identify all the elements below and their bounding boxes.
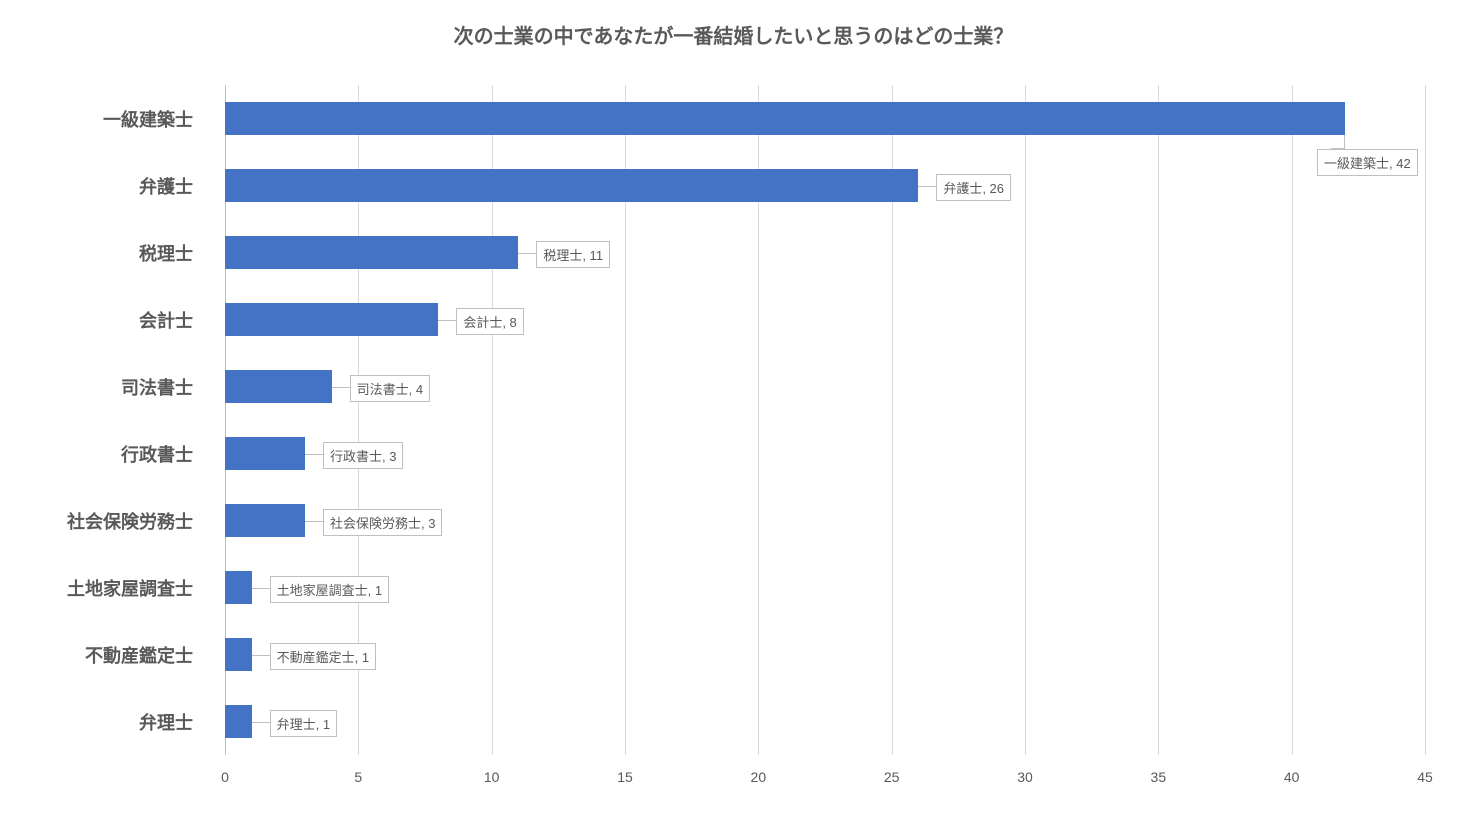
bar bbox=[225, 102, 1345, 136]
category-label: 一級建築士 bbox=[103, 106, 193, 132]
category-label: 行政書士 bbox=[121, 441, 193, 467]
category-label: 司法書士 bbox=[121, 374, 193, 400]
gridline bbox=[1025, 85, 1026, 755]
plot-area: 051015202530354045一級建築士一級建築士, 42弁護士弁護士, … bbox=[225, 85, 1425, 785]
data-label: 税理士, 11 bbox=[536, 241, 610, 268]
x-tick-label: 35 bbox=[1151, 769, 1167, 785]
x-tick-label: 25 bbox=[884, 769, 900, 785]
gridline bbox=[1292, 85, 1293, 755]
x-tick-label: 45 bbox=[1417, 769, 1433, 785]
bar bbox=[225, 236, 518, 270]
bar bbox=[225, 437, 305, 471]
gridline bbox=[1158, 85, 1159, 755]
category-label: 弁理士 bbox=[139, 709, 193, 735]
data-label: 不動産鑑定士, 1 bbox=[270, 643, 376, 670]
x-tick-label: 15 bbox=[617, 769, 633, 785]
data-label: 弁護士, 26 bbox=[936, 174, 1011, 201]
data-label: 一級建築士, 42 bbox=[1317, 149, 1418, 176]
bar bbox=[225, 169, 918, 203]
x-tick-label: 10 bbox=[484, 769, 500, 785]
x-tick-label: 0 bbox=[221, 769, 229, 785]
data-label: 土地家屋調査士, 1 bbox=[270, 576, 389, 603]
category-label: 会計士 bbox=[139, 307, 193, 333]
category-label: 土地家屋調査士 bbox=[67, 575, 193, 601]
bar bbox=[225, 638, 252, 672]
bar bbox=[225, 504, 305, 538]
category-label: 社会保険労務士 bbox=[67, 508, 193, 534]
chart-container: 次の士業の中であなたが一番結婚したいと思うのはどの士業？ 0 5 10 15 20 25 3… bbox=[20, 20, 1447, 805]
data-label: 司法書士, 4 bbox=[350, 375, 430, 402]
category-label: 不動産鑑定士 bbox=[85, 642, 193, 668]
bar bbox=[225, 370, 332, 404]
category-label: 税理士 bbox=[139, 240, 193, 266]
x-tick-label: 30 bbox=[1017, 769, 1033, 785]
data-label: 会計士, 8 bbox=[456, 308, 523, 335]
data-label: 社会保険労務士, 3 bbox=[323, 509, 442, 536]
bar bbox=[225, 705, 252, 739]
x-tick-label: 20 bbox=[751, 769, 767, 785]
x-tick-label: 5 bbox=[354, 769, 362, 785]
data-label: 行政書士, 3 bbox=[323, 442, 403, 469]
x-tick-label: 40 bbox=[1284, 769, 1300, 785]
category-label: 弁護士 bbox=[139, 173, 193, 199]
chart-title: 次の士業の中であなたが一番結婚したいと思うのはどの士業？ bbox=[20, 20, 1447, 49]
bar bbox=[225, 303, 438, 337]
data-label: 弁理士, 1 bbox=[270, 710, 337, 737]
bar bbox=[225, 571, 252, 605]
gridline bbox=[1425, 85, 1426, 755]
